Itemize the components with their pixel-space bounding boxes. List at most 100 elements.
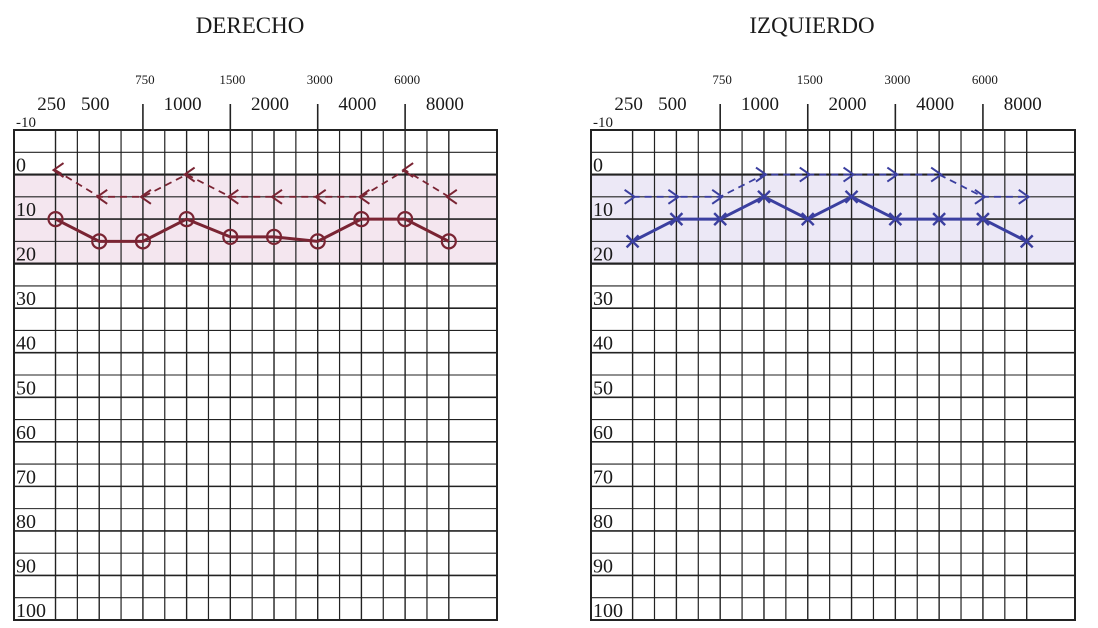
data-point-x bbox=[844, 189, 859, 204]
data-point-arrow bbox=[357, 188, 370, 205]
series-line bbox=[55, 169, 450, 198]
data-point-arrow bbox=[755, 166, 768, 183]
data-point-x-stroke bbox=[669, 212, 684, 226]
data-point-arrow bbox=[95, 188, 108, 205]
data-point-circle bbox=[222, 228, 239, 246]
chart-title: IZQUIERDO bbox=[749, 13, 874, 38]
y-tick-label: 90 bbox=[16, 555, 36, 577]
data-point-arrow bbox=[445, 188, 458, 205]
data-point-x-stroke bbox=[1019, 234, 1034, 249]
y-tick-label: 40 bbox=[16, 333, 36, 355]
y-tick-label: 90 bbox=[593, 555, 613, 577]
x-tick-label: 500 bbox=[658, 94, 687, 115]
data-point-x bbox=[932, 212, 946, 226]
y-tick-label: 20 bbox=[593, 244, 613, 266]
data-point-x bbox=[757, 189, 771, 204]
y-tick-label: 50 bbox=[593, 377, 613, 399]
data-point-x-stroke bbox=[757, 189, 771, 204]
x-tick-label: 8000 bbox=[1004, 94, 1042, 115]
x-tick-label: 250 bbox=[614, 94, 643, 115]
data-point-arrow bbox=[974, 188, 987, 205]
data-point-arrow bbox=[401, 162, 414, 178]
x-tick-label-minor: 1500 bbox=[797, 72, 823, 87]
data-point-x-stroke bbox=[888, 212, 903, 226]
y-tick-label: 80 bbox=[16, 511, 36, 533]
y-tick-label: 0 bbox=[16, 155, 26, 177]
data-point-arrow bbox=[930, 166, 943, 183]
y-tick-label: 20 bbox=[16, 244, 36, 266]
data-point-arrow bbox=[270, 188, 283, 205]
y-tick-label: 0 bbox=[593, 155, 603, 177]
y-tick-label: 80 bbox=[593, 511, 613, 533]
data-point-arrow bbox=[842, 166, 856, 183]
data-point-x-stroke bbox=[932, 212, 946, 226]
y-tick-label: 60 bbox=[593, 422, 613, 444]
data-point-x bbox=[1019, 234, 1034, 249]
data-point-arrow bbox=[139, 188, 152, 205]
data-point-arrow bbox=[182, 166, 196, 183]
x-tick-label-minor: 3000 bbox=[884, 72, 910, 87]
data-point-circle bbox=[353, 210, 370, 228]
data-point-circle bbox=[440, 233, 457, 250]
data-point-arrow bbox=[313, 188, 327, 205]
series-line bbox=[631, 195, 1028, 243]
x-tick-label: 1000 bbox=[164, 94, 202, 115]
series-line bbox=[632, 173, 1027, 198]
x-tick-label-minor: 750 bbox=[135, 72, 155, 87]
x-tick-label: 4000 bbox=[338, 94, 376, 115]
plot-frame bbox=[13, 129, 498, 621]
data-point-x bbox=[669, 212, 684, 226]
audiogram-izquierdo: IZQUIERDO 250 500 100 0 2000 4000 8000 750 1500 30… bbox=[590, 13, 1076, 622]
data-point-circle bbox=[397, 210, 414, 228]
y-tick-label: 10 bbox=[593, 199, 613, 221]
y-tick-label: 10 bbox=[16, 199, 36, 221]
data-point-arrow bbox=[624, 188, 637, 205]
data-point-x bbox=[713, 212, 728, 226]
data-point-circle bbox=[134, 233, 152, 250]
data-point-circle bbox=[309, 233, 326, 250]
data-point-x bbox=[800, 212, 815, 226]
x-tick-label-minor: 1500 bbox=[219, 72, 245, 87]
data-point-arrow bbox=[886, 166, 900, 183]
data-point-arrow bbox=[226, 188, 239, 205]
x-tick-label-minor: 3000 bbox=[307, 72, 333, 87]
y-tick-label: 40 bbox=[593, 333, 613, 355]
y-tick-label: -10 bbox=[16, 115, 36, 131]
y-tick-label: 50 bbox=[16, 377, 36, 399]
series-line bbox=[54, 217, 450, 243]
x-tick-label-minor: 750 bbox=[712, 72, 732, 87]
data-point-arrow bbox=[799, 166, 812, 183]
data-point-x-stroke bbox=[844, 189, 859, 204]
y-tick-label: 60 bbox=[16, 422, 36, 444]
y-tick-label: 100 bbox=[593, 600, 623, 622]
x-tick-label-minor: 6000 bbox=[394, 72, 420, 87]
data-point-circle bbox=[91, 233, 108, 250]
x-tick-label: 250 bbox=[37, 94, 66, 115]
data-point-x-stroke bbox=[625, 234, 640, 249]
plot-frame bbox=[590, 129, 1076, 621]
data-point-x bbox=[976, 212, 990, 226]
data-point-arrow bbox=[667, 188, 681, 205]
x-tick-label: 500 bbox=[81, 94, 110, 115]
data-point-x bbox=[888, 212, 903, 226]
x-tick-label-minor: 6000 bbox=[972, 72, 998, 87]
y-tick-label: 30 bbox=[593, 288, 613, 310]
data-point-circle bbox=[178, 210, 195, 228]
y-tick-label: 70 bbox=[16, 466, 36, 488]
x-tick-label: 2000 bbox=[829, 94, 867, 115]
chart-title: DERECHO bbox=[196, 13, 305, 38]
data-point-x bbox=[625, 234, 640, 249]
x-tick-label: 2000 bbox=[251, 94, 289, 115]
data-point-x-stroke bbox=[800, 212, 815, 226]
x-tick-label: 4000 bbox=[916, 94, 954, 115]
data-point-x-stroke bbox=[976, 212, 990, 226]
x-tick-label: 8000 bbox=[426, 94, 464, 115]
y-tick-label: 100 bbox=[16, 600, 46, 622]
data-point-circle bbox=[265, 228, 283, 246]
data-point-circle bbox=[47, 210, 64, 228]
y-tick-label: -10 bbox=[593, 115, 613, 131]
data-point-arrow bbox=[51, 162, 65, 178]
data-point-arrow bbox=[1018, 188, 1031, 205]
y-tick-label: 30 bbox=[16, 288, 36, 310]
